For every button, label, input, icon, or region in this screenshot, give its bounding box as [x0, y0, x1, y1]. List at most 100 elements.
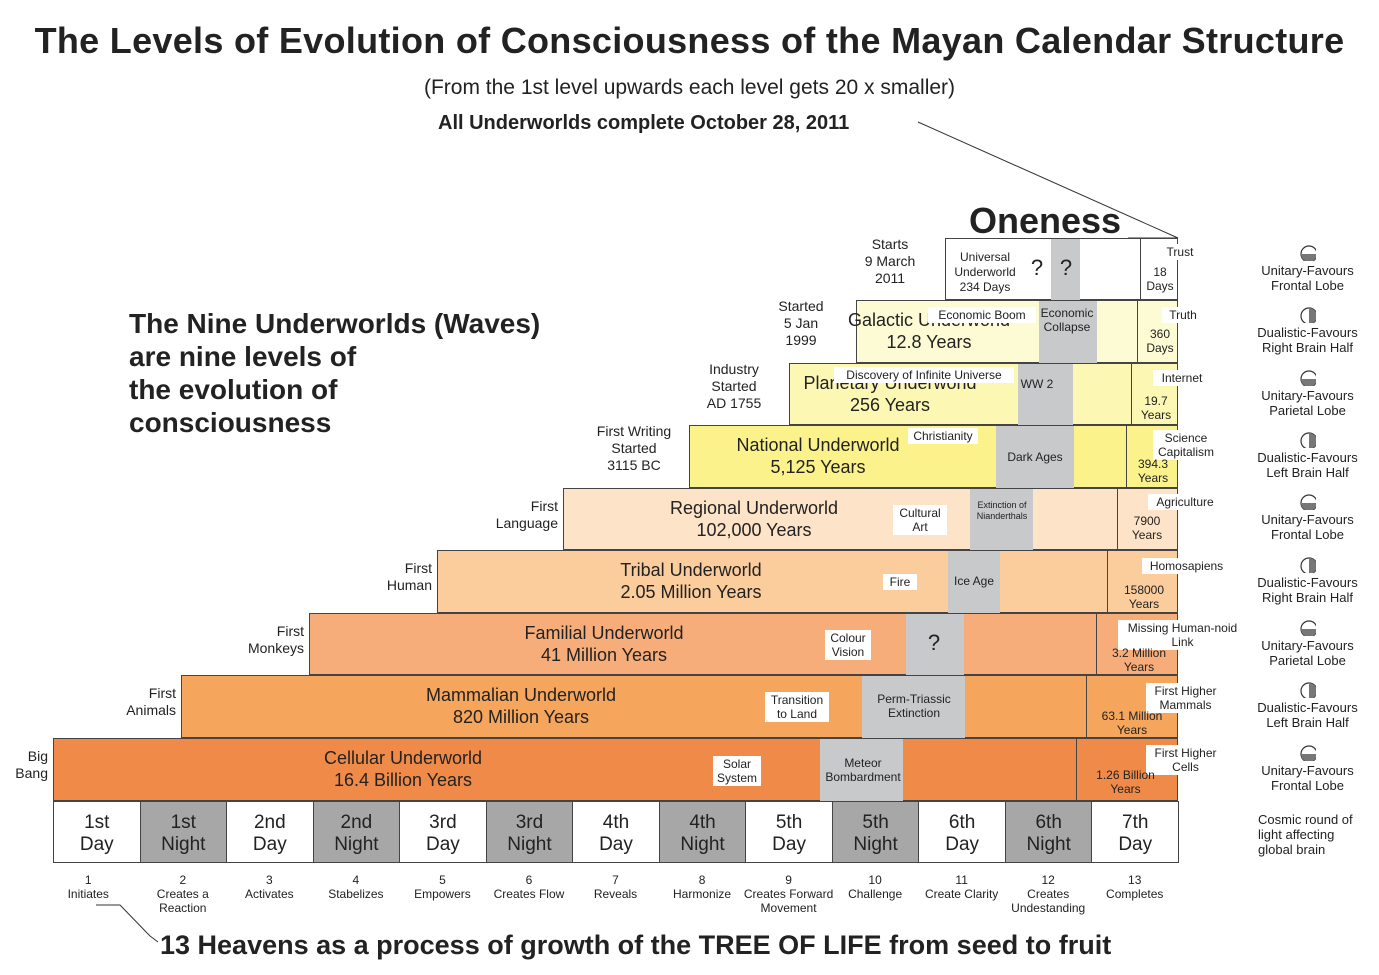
cell-ordinal: 4th	[689, 812, 716, 833]
transition-band	[862, 676, 965, 738]
wave-peak-event: Agriculture	[1148, 494, 1222, 510]
heaven-text: Activates	[245, 887, 294, 901]
horizontal-split-brain-icon	[1299, 745, 1316, 761]
underworld-duration: 41 Million Years	[540, 645, 668, 665]
cell-kind: Night	[853, 834, 898, 855]
column-divider	[1140, 238, 1141, 300]
start-line: Industry	[709, 361, 759, 377]
column-divider	[1076, 738, 1077, 801]
brain-mode-text: Unitary-Favours Frontal Lobe	[1261, 763, 1354, 793]
vertical-split-brain-icon	[1299, 682, 1316, 698]
underworld-name: Tribal Underworld	[620, 560, 762, 580]
underworld-start: First Monkeys	[186, 623, 304, 657]
start-line: Started	[611, 440, 657, 456]
wave-peak-duration: 63.1 Million Years	[1101, 709, 1163, 737]
transition-band	[820, 739, 903, 801]
cell-ordinal: 7th	[1122, 812, 1149, 833]
cell-ordinal: 6th	[1035, 812, 1062, 833]
event-label: Meteor Bombardment	[825, 756, 901, 784]
event-label: Dark Ages	[1007, 450, 1063, 464]
column-divider	[1126, 425, 1127, 488]
cell-kind: Day	[426, 834, 460, 855]
brain-mode-item: Unitary-Favours Frontal Lobe	[1245, 745, 1370, 793]
headline-line-2: are nine levels of	[129, 341, 357, 372]
transition-band	[948, 551, 1000, 613]
cell-kind: Day	[945, 834, 980, 855]
horizontal-split-brain-icon	[1299, 370, 1316, 386]
page-title: The Levels of Evolution of Consciousness…	[34, 20, 1345, 61]
event-label: Economic Collapse	[1040, 306, 1094, 334]
wave-peak-event: Homosapiens	[1142, 558, 1231, 574]
day-night-cell: 2nd Day	[226, 801, 314, 863]
day-night-cell: 2nd Night	[312, 801, 401, 863]
heaven-item: 10 Challenge	[830, 873, 920, 901]
column-divider	[1086, 675, 1087, 738]
underworld-block	[309, 613, 1178, 675]
event-label: Colour Vision	[825, 630, 871, 660]
heaven-number: 13	[1128, 873, 1142, 887]
underworld-start: First Writing Started 3115 BC	[586, 423, 682, 474]
vertical-split-brain-icon	[1299, 307, 1316, 323]
column-divider	[1117, 488, 1118, 550]
cell-kind: Day	[599, 834, 633, 855]
heaven-item: 1 Initiates	[43, 873, 133, 901]
underworld-block	[53, 738, 1178, 801]
underworld-label: Cellular Underworld 16.4 Billion Years	[273, 747, 533, 791]
event-label: ?	[1030, 255, 1044, 280]
transition-band	[1039, 301, 1097, 363]
cell-kind: Day	[252, 834, 287, 855]
start-line: First	[276, 623, 304, 639]
brain-mode-item: Dualistic-Favours Left Brain Half	[1245, 682, 1370, 730]
brain-mode-text: Dualistic-Favours Left Brain Half	[1257, 700, 1358, 730]
heaven-item: 13 Completes	[1090, 873, 1180, 901]
brain-mode-text: Unitary-Favours Parietal Lobe	[1261, 638, 1354, 668]
event-label: Solar System	[713, 756, 761, 786]
heaven-text: Stabelizes	[328, 887, 384, 901]
start-line: Started	[778, 298, 824, 314]
cell-ordinal: 1st	[84, 812, 110, 833]
underworld-block	[563, 488, 1178, 550]
start-line: First	[404, 560, 432, 576]
wave-peak-duration: 394.3 Years	[1137, 457, 1169, 485]
start-line: Language	[495, 515, 558, 531]
start-line: 2011	[874, 270, 906, 286]
event-label: Perm-Triassic Extinction	[877, 692, 951, 720]
cell-ordinal: 5th	[775, 812, 803, 833]
heaven-number: 7	[612, 873, 619, 887]
start-line: Started	[711, 378, 757, 394]
event-label: Ice Age	[953, 574, 995, 588]
day-night-cell: 4th Night	[658, 801, 747, 863]
brain-mode-text: Dualistic-Favours Left Brain Half	[1257, 450, 1358, 480]
underworld-start: Started 5 Jan 1999	[753, 298, 849, 349]
wave-peak-duration: 3.2 Million Years	[1111, 646, 1167, 674]
brain-mode-item: Unitary-Favours Frontal Lobe	[1245, 245, 1370, 293]
heaven-item: 11 Create Clarity	[917, 873, 1007, 901]
cell-kind: Day	[79, 834, 114, 855]
underworld-label: National Underworld 5,125 Years	[688, 434, 948, 478]
cell-ordinal: 4th	[602, 812, 630, 833]
day-night-cell: 6th Night	[1004, 801, 1093, 863]
headline: The Nine Underworlds (Waves) are nine le…	[129, 307, 540, 439]
underworld-duration: 102,000 Years	[696, 520, 812, 540]
underworld-label: Regional Underworld 102,000 Years	[624, 497, 884, 541]
brain-mode-item: Dualistic-Favours Right Brain Half	[1245, 557, 1370, 605]
start-line: AD 1755	[706, 395, 762, 411]
cell-kind: Night	[1026, 834, 1071, 855]
event-label: WW 2	[1020, 377, 1054, 391]
wave-peak-event: Trust	[1159, 244, 1201, 260]
start-line: 9 March	[864, 253, 916, 269]
heaven-number: 9	[785, 873, 792, 887]
underworld-name: Regional Underworld	[669, 498, 839, 518]
underworld-label: Tribal Underworld 2.05 Million Years	[561, 559, 821, 603]
heaven-number: 8	[698, 873, 706, 887]
wave-peak-duration: 158000 Years	[1123, 583, 1165, 611]
completion-note: All Underworlds complete October 28, 201…	[438, 112, 850, 134]
horizontal-split-brain-icon	[1299, 494, 1316, 510]
heaven-number: 4	[352, 873, 360, 887]
page-subtitle: (From the 1st level upwards each level g…	[423, 76, 956, 99]
event-label: ?	[927, 630, 941, 655]
heaven-text: Creates Undestanding	[1011, 887, 1086, 915]
wave-peak-duration: 360 Days	[1146, 327, 1174, 355]
transition-band	[906, 614, 964, 675]
transition-band	[970, 489, 1033, 550]
